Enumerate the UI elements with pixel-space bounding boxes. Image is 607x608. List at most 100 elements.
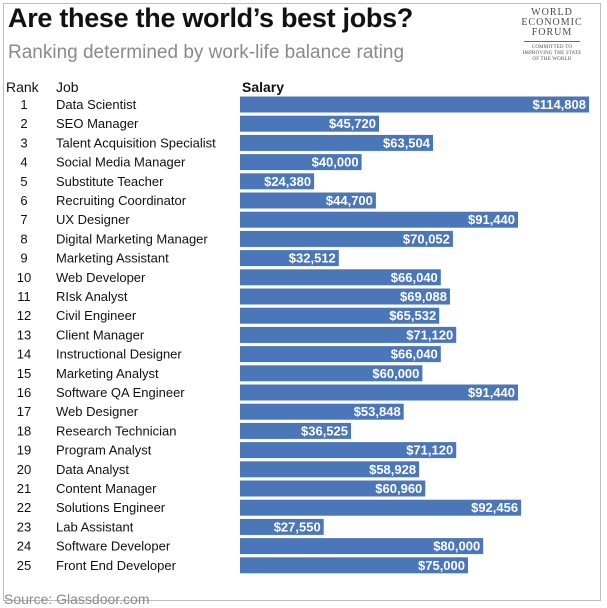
salary-bar [240,288,450,305]
rank-label: 15 [17,366,31,381]
salary-bar [240,384,518,401]
chart-subtitle: Ranking determined by work-life balance … [8,42,405,63]
salary-value-label: $32,512 [289,251,336,266]
rank-label: 1 [20,97,27,112]
rank-label: 24 [17,539,31,554]
salary-bar [240,480,426,497]
job-label: Content Manager [56,481,157,496]
rank-label: 22 [17,500,31,515]
salary-bar [240,230,453,247]
salary-value-label: $91,440 [468,212,515,227]
job-label: Software Developer [56,539,171,554]
job-label: Instructional Designer [56,347,182,362]
rank-label: 13 [17,327,31,342]
job-label: UX Designer [56,212,130,227]
salary-bar [240,211,518,228]
rank-label: 19 [17,443,31,458]
job-label: Research Technician [56,423,176,438]
salary-value-label: $60,960 [375,481,422,496]
job-label: Recruiting Coordinator [56,193,187,208]
job-label: Data Analyst [56,462,129,477]
salary-value-label: $66,040 [391,347,438,362]
salary-value-label: $24,380 [264,174,311,189]
rank-label: 11 [17,289,31,304]
job-label: Digital Marketing Manager [56,231,208,246]
rank-label: 9 [20,251,27,266]
salary-value-label: $36,525 [301,423,348,438]
rank-label: 14 [17,347,31,362]
logo-line-3: FORUM [531,27,573,38]
rank-label: 5 [20,174,27,189]
salary-value-label: $27,550 [274,519,321,534]
logo-line-2: ECONOMIC [521,17,583,28]
source-note: Source: Glassdoor.com [4,591,150,607]
rank-label: 12 [17,308,31,323]
rank-label: 4 [20,155,27,170]
salary-bar [240,96,589,113]
logo-line-1: WORLD [531,7,573,18]
salary-value-label: $114,808 [532,97,586,112]
salary-value-label: $60,000 [372,366,419,381]
salary-bar [240,269,441,286]
rank-label: 3 [20,135,27,150]
salary-bar [240,538,484,555]
salary-bar [240,403,404,420]
rank-label: 20 [17,462,31,477]
wef-logo: WORLD ECONOMIC FORUM COMMITTED TO IMPROV… [512,8,592,63]
rank-label: 6 [20,193,27,208]
salary-value-label: $71,120 [406,443,453,458]
job-label: SEO Manager [56,116,139,131]
salary-bar [240,518,324,535]
job-label: Web Designer [56,404,139,419]
salary-bar [240,365,423,382]
salary-bar [240,461,420,478]
job-label: Talent Acquisition Specialist [56,135,216,150]
salary-bar [240,192,376,209]
salary-value-label: $70,052 [403,231,450,246]
logo-rule [524,41,580,42]
salary-value-label: $45,720 [329,116,376,131]
job-label: Web Developer [56,270,146,285]
job-label: Marketing Analyst [56,366,159,381]
salary-value-label: $65,532 [389,308,436,323]
salary-bar [240,326,457,343]
salary-value-label: $63,504 [383,135,431,150]
salary-bar [240,346,441,363]
salary-bar [240,250,339,267]
rank-label: 21 [17,481,31,496]
job-label: RIsk Analyst [56,289,128,304]
rank-label: 7 [20,212,27,227]
rank-label: 8 [20,231,27,246]
salary-value-label: $53,848 [354,404,401,419]
rank-label: 17 [17,404,31,419]
rank-label: 23 [17,519,31,534]
job-label: Program Analyst [56,443,152,458]
job-label: Social Media Manager [56,155,186,170]
salary-value-label: $66,040 [391,270,438,285]
salary-value-label: $44,700 [326,193,373,208]
job-label: Client Manager [56,327,145,342]
salary-value-label: $69,088 [400,289,447,304]
salary-bar [240,307,440,324]
salary-bar [240,154,362,171]
logo-tagline-3: OF THE WORLD [532,57,572,62]
job-label: Data Scientist [56,97,137,112]
rank-label: 25 [17,558,31,573]
job-column-header: Job [56,79,79,95]
job-label: Front End Developer [56,558,177,573]
salary-bar [240,115,379,132]
rank-label: 16 [17,385,31,400]
rank-label: 18 [17,423,31,438]
job-label: Marketing Assistant [56,251,169,266]
chart-title: Are these the world’s best jobs? [8,3,413,33]
salary-column-header: Salary [242,79,285,95]
logo-tagline-1: COMMITTED TO [531,45,573,50]
job-label: Solutions Engineer [56,500,166,515]
salary-bar [240,442,457,459]
chart-frame [3,3,601,601]
salary-value-label: $40,000 [312,155,359,170]
salary-value-label: $80,000 [433,539,480,554]
salary-bar [240,422,351,439]
salary-bar [240,173,315,190]
